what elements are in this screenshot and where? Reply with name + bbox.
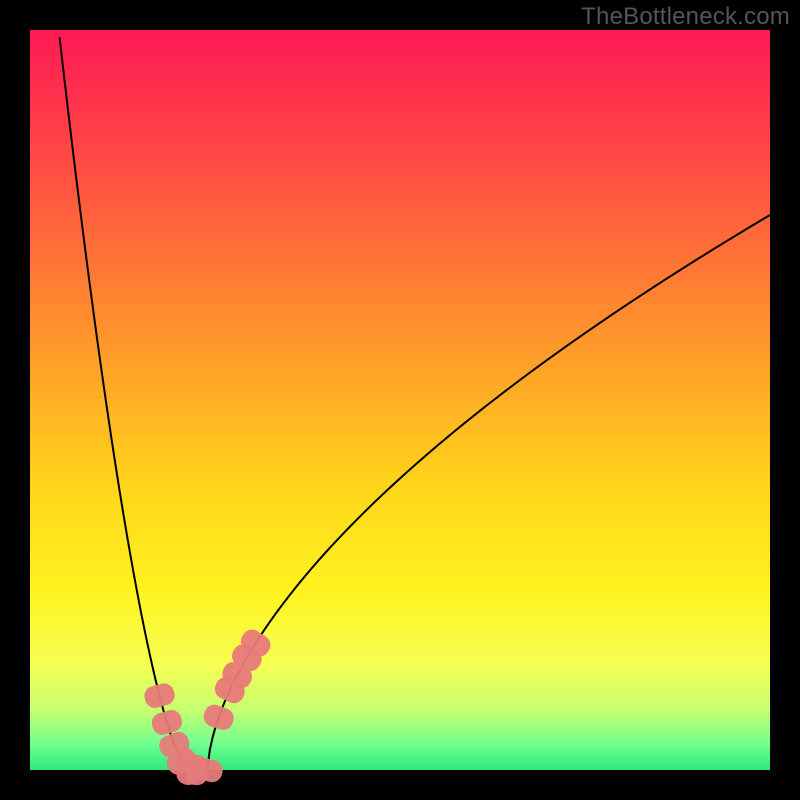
plot-background <box>30 30 770 770</box>
bottleneck-chart <box>0 0 800 800</box>
watermark-label: TheBottleneck.com <box>581 3 790 31</box>
chart-container: TheBottleneck.com <box>0 0 800 800</box>
